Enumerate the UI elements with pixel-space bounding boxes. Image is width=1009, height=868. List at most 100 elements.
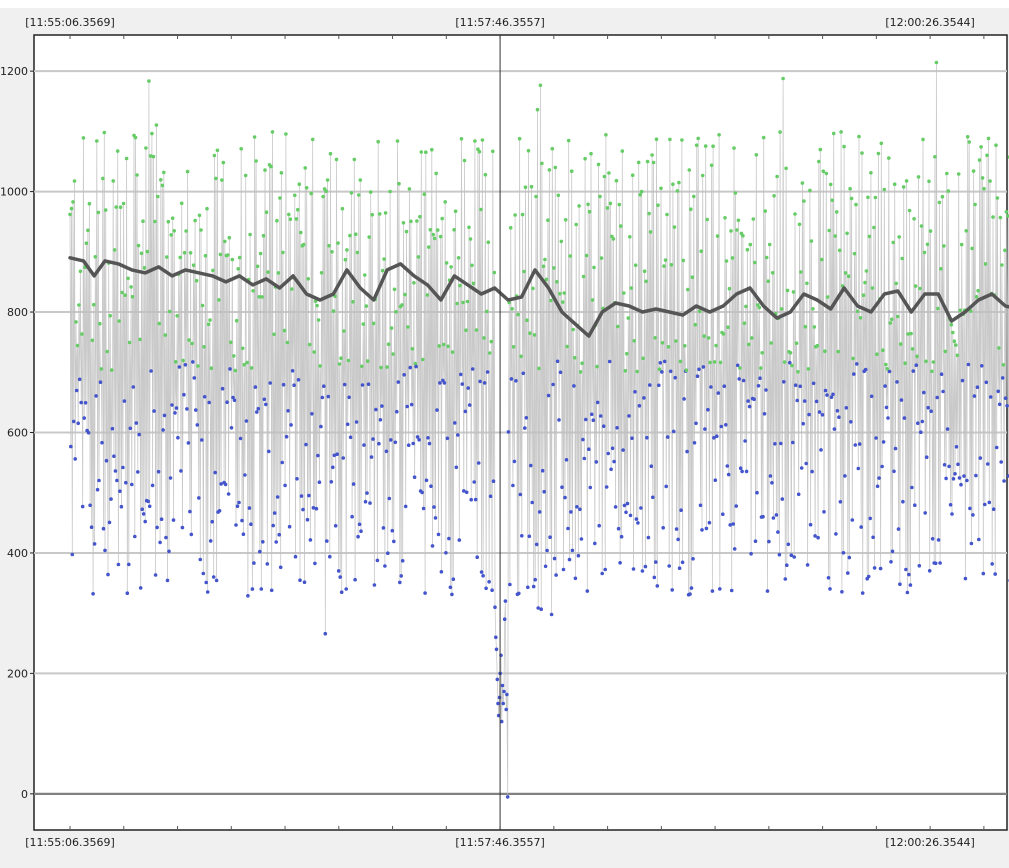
sample-point-high [206,322,211,327]
sample-point-high [218,252,223,257]
sample-point-high [806,367,811,371]
sample-point-low [817,410,822,414]
sample-point-low [779,441,783,446]
sample-point-low [435,408,439,412]
sample-point-low [527,534,532,539]
sample-point-low [935,395,939,400]
sample-point-low [665,435,670,439]
sample-point-high [388,189,392,194]
sample-point-high [90,338,95,343]
sample-point-high [590,298,595,302]
sample-point-low [831,392,835,397]
sample-point-low [70,552,75,557]
sample-point-low [829,395,834,400]
sample-point-low [308,538,313,542]
sample-point-low [357,522,362,527]
sample-point-low [579,537,584,541]
sample-point-high [221,160,226,165]
sample-point-high [431,232,436,237]
sample-point-low [347,395,351,400]
sample-point-high [236,267,240,271]
sample-point-low [191,360,195,364]
sample-point-low [578,507,582,512]
sample-point-low [495,677,500,682]
sample-point-low [805,563,810,567]
sample-point-low [594,460,599,464]
sample-point-low [447,536,451,541]
sample-point-high [747,342,751,347]
sample-point-low [953,472,957,476]
sample-point-high [998,215,1003,220]
sample-point-low [966,362,971,367]
sample-point-high [675,189,680,193]
sample-point-low [518,492,523,497]
sample-point-high [918,286,922,291]
sample-point-high [488,351,492,355]
sample-point-high [249,366,254,370]
sample-point-high [744,304,748,309]
sample-point-high [303,166,308,170]
sample-point-low [707,520,712,525]
sample-point-low [624,510,628,515]
sample-point-low [907,572,911,577]
sample-point-high [316,318,321,322]
sample-point-high [148,154,153,158]
sample-point-high [895,314,900,319]
sample-point-low [768,474,773,478]
sample-point-low [584,417,588,422]
sample-point-high [580,361,584,366]
moving-average-line [68,256,1009,338]
sample-point-high [626,316,631,320]
sample-point-high [632,339,636,343]
sample-point-high [169,233,173,237]
sample-point-high [252,135,257,139]
sample-point-high [118,205,123,209]
sample-point-low [159,517,164,521]
sample-point-low [554,573,558,577]
sample-point-high [694,143,699,147]
sample-point-low [942,463,947,467]
sample-point-high [572,355,577,360]
sample-point-high [936,306,940,311]
sample-point-low [517,591,521,596]
sample-point-high [339,356,343,361]
sample-point-low [481,574,485,578]
sample-point-high [919,224,924,228]
sample-point-low [725,464,730,468]
sample-point-low [92,542,97,546]
sample-point-low [213,470,217,475]
sample-point-high [727,286,732,291]
sample-point-high [913,284,918,288]
sample-point-low [485,370,490,374]
sample-point-low [353,577,357,582]
sample-point-high [760,351,764,355]
sample-point-high [577,204,581,208]
sample-point-low [164,535,168,540]
sample-point-high [467,225,471,230]
sample-point-low [799,466,804,470]
sample-point-high [263,168,267,172]
sample-point-low [840,590,844,594]
sample-point-high [120,290,124,295]
sample-point-high [391,352,395,356]
sample-point-low [859,525,863,529]
sample-point-low [734,504,738,508]
sample-point-low [808,522,813,527]
sample-point-high [890,317,894,322]
sample-point-low [849,420,853,424]
sample-point-low [971,513,975,517]
sample-point-low [252,561,256,565]
sample-point-high [772,194,776,198]
sample-point-high [95,139,99,143]
sample-point-low [405,404,410,409]
x-top-label: [11:57:46.3557] [455,16,544,29]
sample-point-high [653,336,657,340]
sample-point-low [649,464,654,469]
sample-point-low [423,591,427,595]
sample-point-low [950,512,954,516]
sample-point-low [281,382,286,387]
sample-point-high [965,135,970,139]
sample-point-low [706,407,710,412]
sample-point-low [959,482,963,487]
sample-point-low [633,390,637,394]
